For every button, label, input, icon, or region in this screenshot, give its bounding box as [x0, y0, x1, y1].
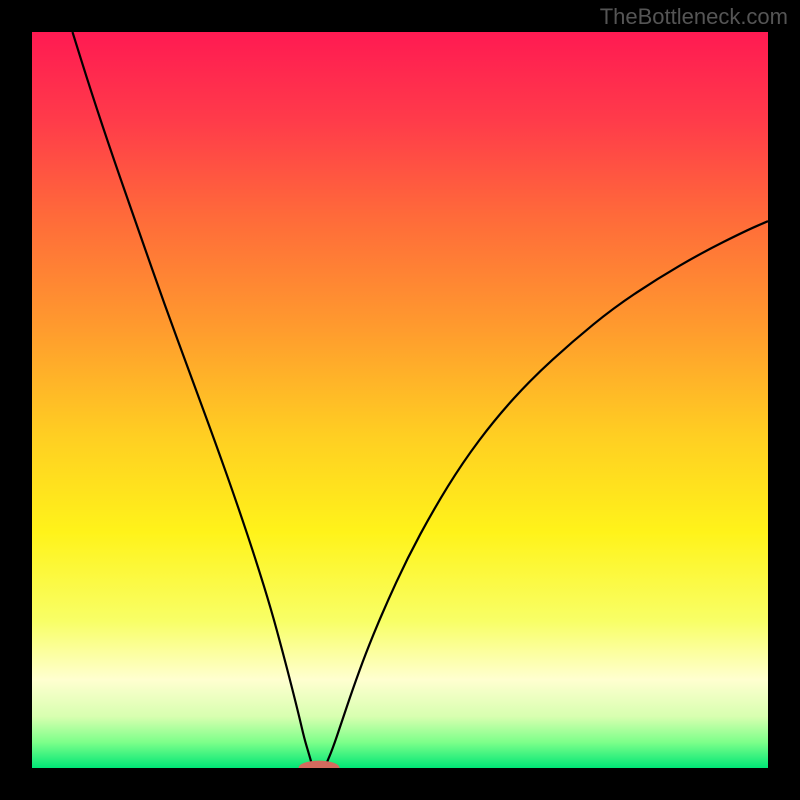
bottleneck-chart [0, 0, 800, 800]
plot-background [32, 32, 768, 768]
chart-container: TheBottleneck.com [0, 0, 800, 800]
watermark-text: TheBottleneck.com [600, 4, 788, 30]
minimum-marker [298, 761, 339, 776]
